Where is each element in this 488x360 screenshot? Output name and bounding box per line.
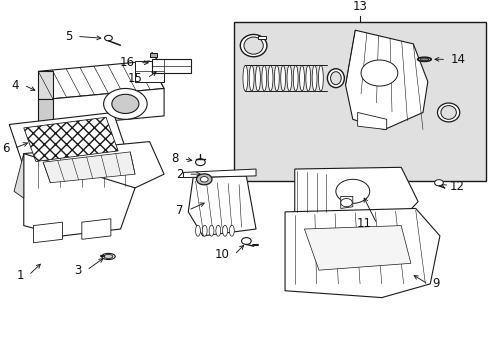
Circle shape: [112, 94, 139, 113]
Polygon shape: [24, 154, 135, 236]
Polygon shape: [33, 222, 62, 243]
Ellipse shape: [293, 65, 298, 91]
Polygon shape: [81, 219, 111, 239]
Text: 6: 6: [2, 142, 9, 155]
Ellipse shape: [209, 225, 213, 236]
Ellipse shape: [299, 65, 304, 91]
Circle shape: [200, 176, 208, 182]
Ellipse shape: [419, 58, 428, 61]
Text: 2: 2: [176, 168, 183, 181]
Polygon shape: [9, 112, 127, 167]
Text: 15: 15: [127, 72, 142, 85]
Circle shape: [335, 179, 369, 203]
Polygon shape: [285, 208, 439, 298]
Circle shape: [195, 159, 205, 166]
Polygon shape: [149, 53, 157, 57]
Ellipse shape: [240, 35, 266, 57]
Text: 14: 14: [450, 53, 465, 66]
Ellipse shape: [104, 255, 113, 258]
Ellipse shape: [244, 37, 263, 54]
Circle shape: [196, 174, 212, 185]
Ellipse shape: [215, 225, 220, 236]
Polygon shape: [152, 59, 190, 73]
Polygon shape: [24, 117, 118, 162]
Text: 16: 16: [120, 56, 135, 69]
Ellipse shape: [222, 225, 227, 236]
Ellipse shape: [327, 69, 344, 87]
Ellipse shape: [202, 225, 207, 236]
Text: 5: 5: [64, 30, 72, 43]
Text: 11: 11: [356, 217, 371, 230]
Text: 9: 9: [432, 278, 439, 291]
Polygon shape: [294, 167, 417, 213]
Polygon shape: [135, 61, 164, 82]
Ellipse shape: [243, 65, 247, 91]
Ellipse shape: [318, 65, 323, 91]
Text: 1: 1: [16, 269, 24, 282]
Ellipse shape: [274, 65, 279, 91]
Ellipse shape: [280, 65, 285, 91]
Ellipse shape: [417, 57, 430, 61]
Text: 7: 7: [176, 204, 183, 217]
Text: 10: 10: [214, 248, 229, 261]
Polygon shape: [340, 197, 352, 208]
Ellipse shape: [195, 225, 200, 236]
Polygon shape: [38, 99, 53, 126]
Circle shape: [241, 238, 251, 244]
Ellipse shape: [102, 253, 115, 260]
Ellipse shape: [286, 65, 291, 91]
Polygon shape: [357, 112, 386, 130]
Ellipse shape: [267, 65, 272, 91]
Circle shape: [340, 198, 352, 207]
Text: 8: 8: [171, 152, 178, 165]
Text: 13: 13: [352, 0, 367, 13]
Ellipse shape: [330, 72, 341, 85]
Ellipse shape: [249, 65, 254, 91]
Ellipse shape: [305, 65, 310, 91]
Polygon shape: [38, 61, 164, 99]
Polygon shape: [43, 152, 135, 183]
Bar: [234, 22, 485, 181]
Polygon shape: [258, 36, 265, 39]
Polygon shape: [53, 89, 164, 126]
Circle shape: [103, 89, 147, 119]
Circle shape: [434, 180, 443, 186]
Ellipse shape: [311, 65, 316, 91]
Polygon shape: [38, 71, 53, 99]
Text: 3: 3: [74, 264, 81, 277]
Ellipse shape: [229, 225, 234, 236]
Ellipse shape: [437, 103, 459, 122]
Text: 12: 12: [448, 180, 464, 193]
Polygon shape: [345, 30, 427, 130]
Circle shape: [360, 60, 397, 86]
Polygon shape: [183, 169, 256, 177]
Ellipse shape: [440, 105, 455, 119]
Polygon shape: [14, 154, 24, 198]
Polygon shape: [304, 226, 410, 270]
Ellipse shape: [261, 65, 266, 91]
Ellipse shape: [255, 65, 260, 91]
Text: 4: 4: [11, 78, 19, 91]
Circle shape: [104, 35, 112, 41]
Polygon shape: [24, 141, 164, 198]
Polygon shape: [188, 176, 256, 236]
